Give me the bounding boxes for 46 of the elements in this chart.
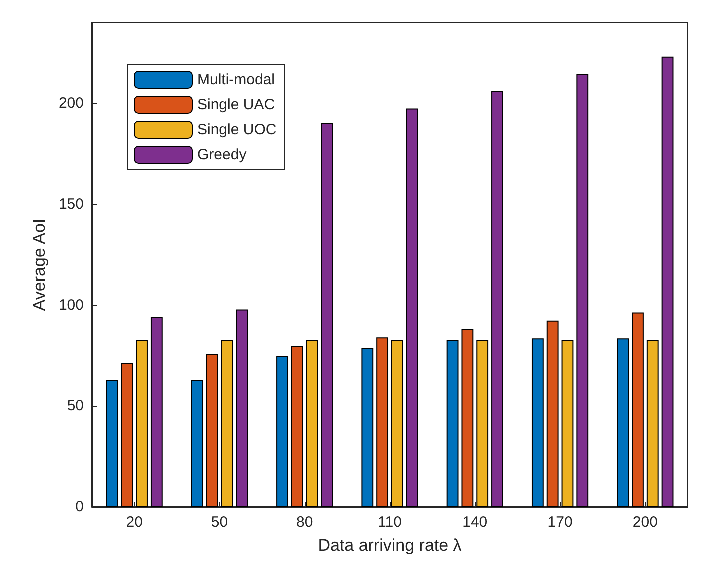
bar [406,108,418,507]
bar [306,340,318,507]
bar [562,340,574,507]
legend-label: Single UAC [198,96,276,114]
bar [150,317,163,507]
bar [546,320,559,507]
y-tick-label: 0 [76,498,84,516]
bar [532,338,544,507]
bar [136,340,148,507]
x-tick-label: 80 [296,514,314,531]
y-axis-title: Average AoI [30,218,50,312]
bar [106,380,118,507]
bar [221,340,234,507]
legend-label: Multi-modal [198,72,276,88]
x-tick-label: 20 [126,514,143,531]
bar [391,340,404,507]
legend-label: Single UOC [198,122,277,138]
bar [632,312,644,507]
x-tick-label: 50 [211,514,228,531]
bar [376,338,389,507]
x-axis-title: Data arriving rate λ [318,536,462,555]
bar [276,356,288,507]
bar [362,348,374,507]
bar [492,90,504,507]
bar [662,56,674,507]
y-tick-label: 200 [58,95,84,112]
bar [476,340,489,507]
bar [236,310,248,507]
bar [462,329,474,507]
bar [291,346,304,507]
x-tick-label: 170 [548,514,573,531]
y-tick-label: 100 [58,296,84,314]
bar [646,340,659,507]
bar [321,123,334,507]
bar [446,340,459,507]
x-tick-label: 110 [378,514,402,531]
legend-label: Greedy [198,146,248,164]
y-tick-label: 150 [58,196,84,213]
bar [576,74,589,507]
bar [617,338,630,507]
x-tick-label: 140 [462,514,488,531]
bar [121,363,134,507]
bar [191,380,204,507]
y-tick-label: 50 [67,398,84,415]
x-tick-label: 200 [632,514,658,531]
bar [206,354,218,507]
